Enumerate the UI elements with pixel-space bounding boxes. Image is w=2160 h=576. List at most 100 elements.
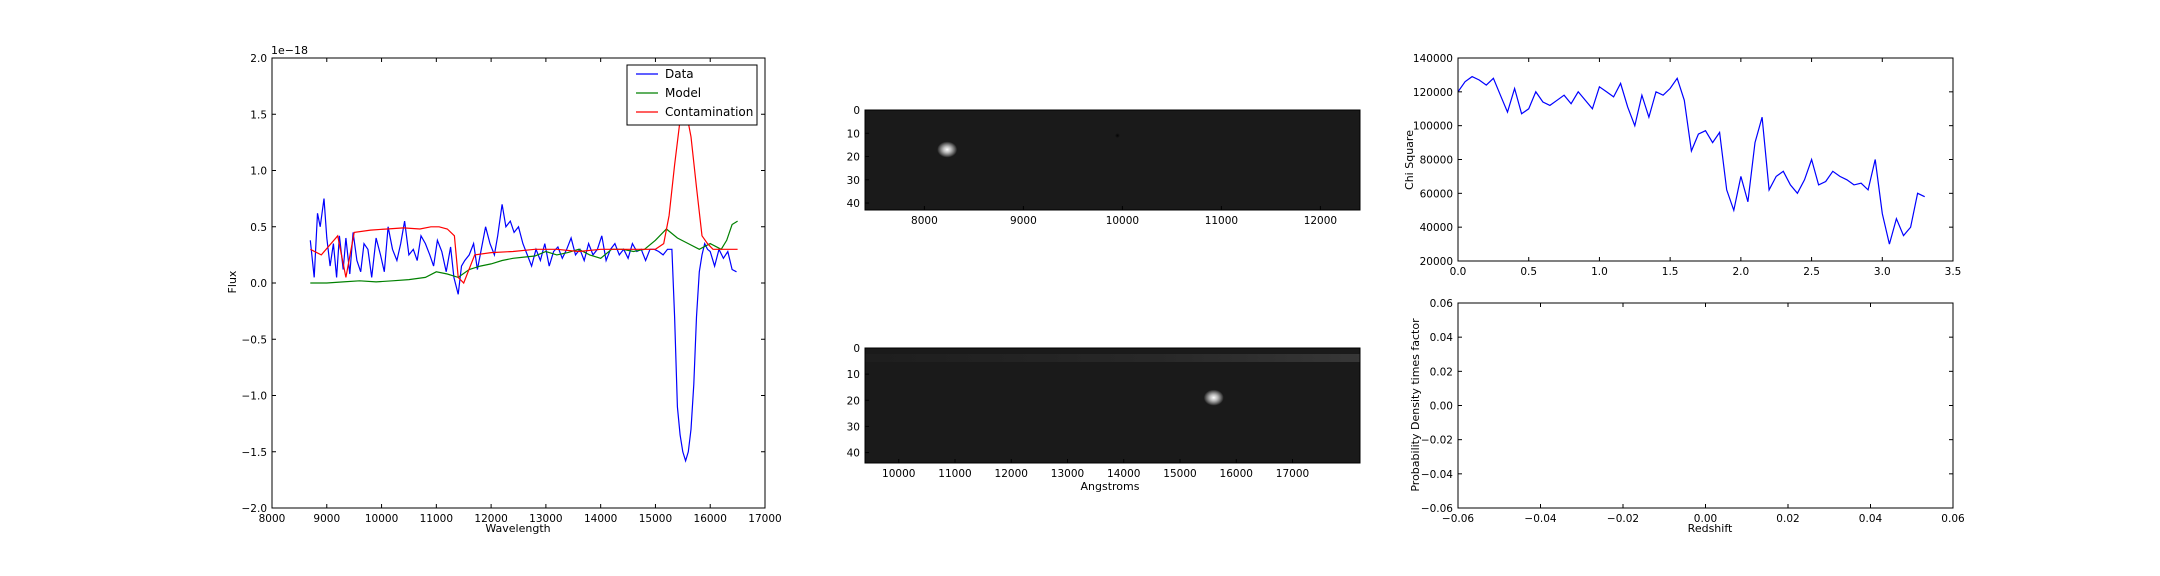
x-tick-label: 0.00 — [1694, 513, 1717, 525]
spectrum-panel: 8000 9000 10000 11000 12000 13000 14000 15000 16… — [226, 44, 782, 535]
legend-frame — [626, 64, 758, 126]
x-tick-label: 8000 — [259, 513, 286, 525]
x-tick-label: 17000 — [1276, 468, 1309, 480]
chisq-series-line — [1458, 75, 1925, 245]
y-tick-label: −1.5 — [242, 447, 268, 459]
x-tick-label: 1.0 — [1591, 266, 1608, 278]
chisq-plot-area: 0.0 0.5 1.0 1.5 2.0 2.5 3.0 3.5 20000 40000 60000 8… — [1413, 53, 1961, 278]
x-tick-label: 16000 — [694, 513, 727, 525]
image1-axes-frame — [864, 109, 1361, 211]
image1-plot-area: 8000 9000 10000 11000 12000 0 10 20 30 40 — [847, 105, 1361, 227]
x-tick-label: 14000 — [1107, 468, 1140, 480]
y-tick-label: −0.5 — [242, 334, 268, 346]
y-tick-label: 2.0 — [250, 53, 267, 65]
data-series-line — [309, 198, 737, 463]
x-tick-label: 0.06 — [1941, 513, 1965, 525]
legend-label-contamination: Contamination — [665, 105, 753, 119]
y-tick-label: 80000 — [1420, 155, 1453, 167]
x-tick-label: 12000 — [1304, 215, 1337, 227]
y-tick-label: 1.0 — [250, 166, 267, 178]
y-tick-label: 20 — [847, 395, 860, 407]
spectrum-legend: Data Model Contamination — [626, 64, 758, 126]
y-tick-label: 60000 — [1420, 188, 1453, 200]
y-tick-label: 0.06 — [1430, 298, 1454, 310]
x-tick-label: 0.02 — [1776, 513, 1799, 525]
x-tick-label: −0.02 — [1607, 513, 1639, 525]
x-tick-label: 15000 — [639, 513, 672, 525]
y-tick-label: −0.02 — [1421, 435, 1453, 447]
x-tick-label: 2.0 — [1733, 266, 1750, 278]
y-tick-label: 0.02 — [1430, 366, 1453, 378]
image2-top-band — [865, 354, 1360, 362]
y-tick-label: −1.0 — [242, 391, 268, 403]
y-tick-label: 40 — [847, 198, 860, 210]
x-tick-label: 17000 — [748, 513, 781, 525]
image2-plot-area: 10000 11000 12000 13000 14000 15000 16000 17000… — [847, 343, 1361, 480]
x-tick-label: 12000 — [995, 468, 1028, 480]
x-tick-label: 15000 — [1163, 468, 1196, 480]
y-tick-label: 0 — [853, 343, 860, 355]
legend-label-model: Model — [665, 86, 701, 100]
pdf-xlabel: Redshift — [1688, 522, 1733, 535]
y-tick-label: 100000 — [1413, 121, 1453, 133]
y-tick-label: 20000 — [1420, 256, 1453, 268]
spectrum-xlabel: Wavelength — [485, 522, 550, 535]
y-tick-label: 10 — [847, 128, 860, 140]
image2-background — [865, 348, 1360, 463]
y-tick-label: 30 — [847, 175, 860, 187]
contamination-series-line — [310, 106, 738, 285]
y-tick-label: 0.0 — [250, 278, 267, 290]
x-tick-label: 10000 — [882, 468, 915, 480]
y-tick-label: −2.0 — [242, 503, 268, 515]
x-tick-label: 10000 — [365, 513, 398, 525]
image2-image — [865, 348, 1360, 463]
image2-xlabel: Angstroms — [1081, 480, 1140, 493]
x-tick-label: 3.5 — [1945, 266, 1962, 278]
y-tick-label: 40 — [847, 448, 860, 460]
chisq-ylabel: Chi Square — [1403, 130, 1416, 190]
bright-source-spot — [1203, 389, 1224, 406]
y-tick-label: 0.00 — [1430, 401, 1453, 413]
y-tick-label: −0.06 — [1421, 503, 1453, 515]
y-tick-label: 40000 — [1420, 222, 1453, 234]
x-tick-label: −0.06 — [1442, 513, 1474, 525]
x-tick-label: 9000 — [313, 513, 340, 525]
spectrum-ylabel: Flux — [226, 270, 239, 293]
x-tick-label: 3.0 — [1874, 266, 1891, 278]
chisq-axes-frame — [1457, 57, 1954, 262]
model-series-line — [310, 220, 738, 284]
x-tick-label: 9000 — [1010, 215, 1037, 227]
y-tick-label: 1.5 — [250, 109, 267, 121]
y-tick-label: 20 — [847, 152, 860, 164]
x-tick-label: 14000 — [584, 513, 617, 525]
image2-axes-frame — [864, 347, 1361, 464]
x-tick-label: 12000 — [474, 513, 507, 525]
x-tick-label: 10000 — [1106, 215, 1139, 227]
y-tick-label: 0.04 — [1430, 332, 1454, 344]
x-tick-label: 13000 — [1051, 468, 1084, 480]
x-tick-label: 2.5 — [1803, 266, 1820, 278]
legend-label-data: Data — [665, 67, 694, 81]
image1-panel: 8000 9000 10000 11000 12000 0 10 20 30 40 — [847, 105, 1361, 227]
x-tick-label: 13000 — [529, 513, 562, 525]
pdf-ylabel: Probability Density times factor — [1409, 318, 1422, 492]
x-tick-label: 11000 — [420, 513, 453, 525]
x-tick-label: 11000 — [1205, 215, 1238, 227]
x-tick-label: 8000 — [911, 215, 938, 227]
image1-image — [865, 110, 1360, 210]
y-tick-label: 10 — [847, 369, 860, 381]
x-tick-label: 11000 — [938, 468, 971, 480]
x-tick-label: 16000 — [1220, 468, 1253, 480]
y-tick-label: 140000 — [1413, 53, 1453, 65]
y-tick-label: 0.5 — [250, 222, 267, 234]
x-tick-label: 0.04 — [1859, 513, 1883, 525]
spectrum-plot-area: 8000 9000 10000 11000 12000 13000 14000 15000 16… — [242, 53, 782, 525]
pdf-plot-area: −0.06 −0.04 −0.02 0.00 0.02 0.04 0.06 −0.06 −0.0… — [1421, 298, 1965, 525]
x-tick-label: 0.5 — [1520, 266, 1537, 278]
bright-source-spot — [937, 141, 958, 158]
chisq-panel: 0.0 0.5 1.0 1.5 2.0 2.5 3.0 3.5 20000 40000 60000 8… — [1403, 53, 1961, 278]
spectrum-offset-label: 1e−18 — [271, 44, 308, 57]
y-tick-label: 120000 — [1413, 87, 1453, 99]
x-tick-label: 0.0 — [1450, 266, 1467, 278]
